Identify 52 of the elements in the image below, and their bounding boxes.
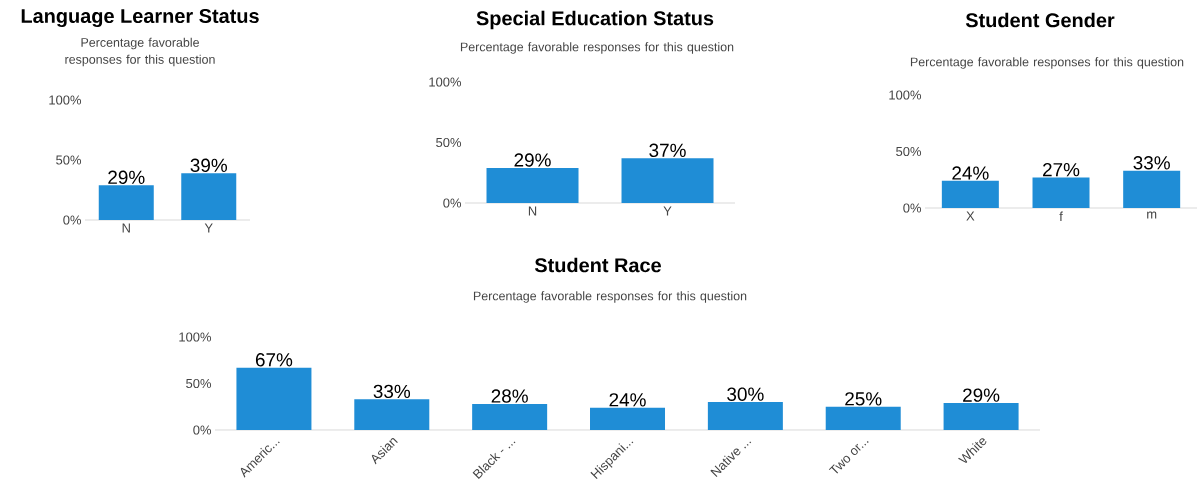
y-tick-label: 100% [429, 77, 462, 87]
x-tick-label: f [1059, 211, 1063, 221]
y-tick-label: 50% [436, 137, 462, 148]
y-tick-label: 0% [903, 203, 922, 213]
chart-title: Student Gender [965, 12, 1115, 28]
x-tick-label: m [1147, 211, 1157, 219]
data-label: 29% [963, 388, 1000, 402]
x-tick-label: Y [663, 206, 672, 216]
data-label: 27% [1043, 162, 1080, 177]
chart-title: Student Race [534, 257, 661, 273]
bar [707, 402, 783, 430]
y-tick-label: 0% [193, 425, 212, 435]
chart-subtitle: Percentage favorable responses for this question [473, 291, 747, 303]
y-tick-label: 50% [56, 155, 82, 165]
x-tick-label: N [122, 223, 130, 233]
x-tick-label: Y [204, 223, 213, 233]
chart-subtitle: Percentage favorable responses for this question [460, 42, 734, 54]
x-tick-label: N [528, 206, 537, 216]
x-tick-label: Two or... [828, 441, 869, 474]
y-tick-label: 100% [179, 332, 212, 342]
y-tick-label: 100% [889, 90, 922, 100]
data-label: 24% [609, 393, 646, 407]
y-tick-label: 0% [63, 215, 82, 225]
data-label: 67% [255, 353, 293, 367]
data-label: 24% [952, 166, 989, 180]
y-tick-label: 0% [443, 198, 462, 208]
y-tick-label: 50% [186, 378, 212, 389]
data-label: 30% [727, 387, 764, 401]
chart-subtitle: Percentage favorable responses for this question [65, 37, 215, 67]
data-label: 29% [514, 153, 551, 167]
data-label: 28% [491, 389, 528, 403]
bar [943, 403, 1019, 430]
bar [236, 367, 312, 430]
bar [1123, 170, 1181, 208]
chart-title: Special Education Status [476, 10, 714, 30]
data-label: 33% [1133, 156, 1170, 170]
chart-title: Language Learner Status [21, 8, 259, 28]
data-label: 37% [649, 143, 686, 158]
bar [354, 399, 430, 430]
data-label: 33% [373, 384, 411, 399]
bar [1032, 177, 1090, 208]
bar [941, 180, 999, 208]
chart-subtitle: Percentage favorable responses for this question [910, 57, 1184, 69]
x-tick-label: X [966, 211, 975, 221]
bar [590, 407, 666, 430]
data-label: 25% [845, 392, 882, 406]
data-label: 29% [108, 170, 145, 184]
bar [472, 403, 548, 430]
y-tick-label: 50% [896, 146, 922, 157]
y-tick-label: 100% [49, 95, 82, 105]
bar [825, 406, 901, 430]
data-label: 39% [190, 158, 228, 172]
